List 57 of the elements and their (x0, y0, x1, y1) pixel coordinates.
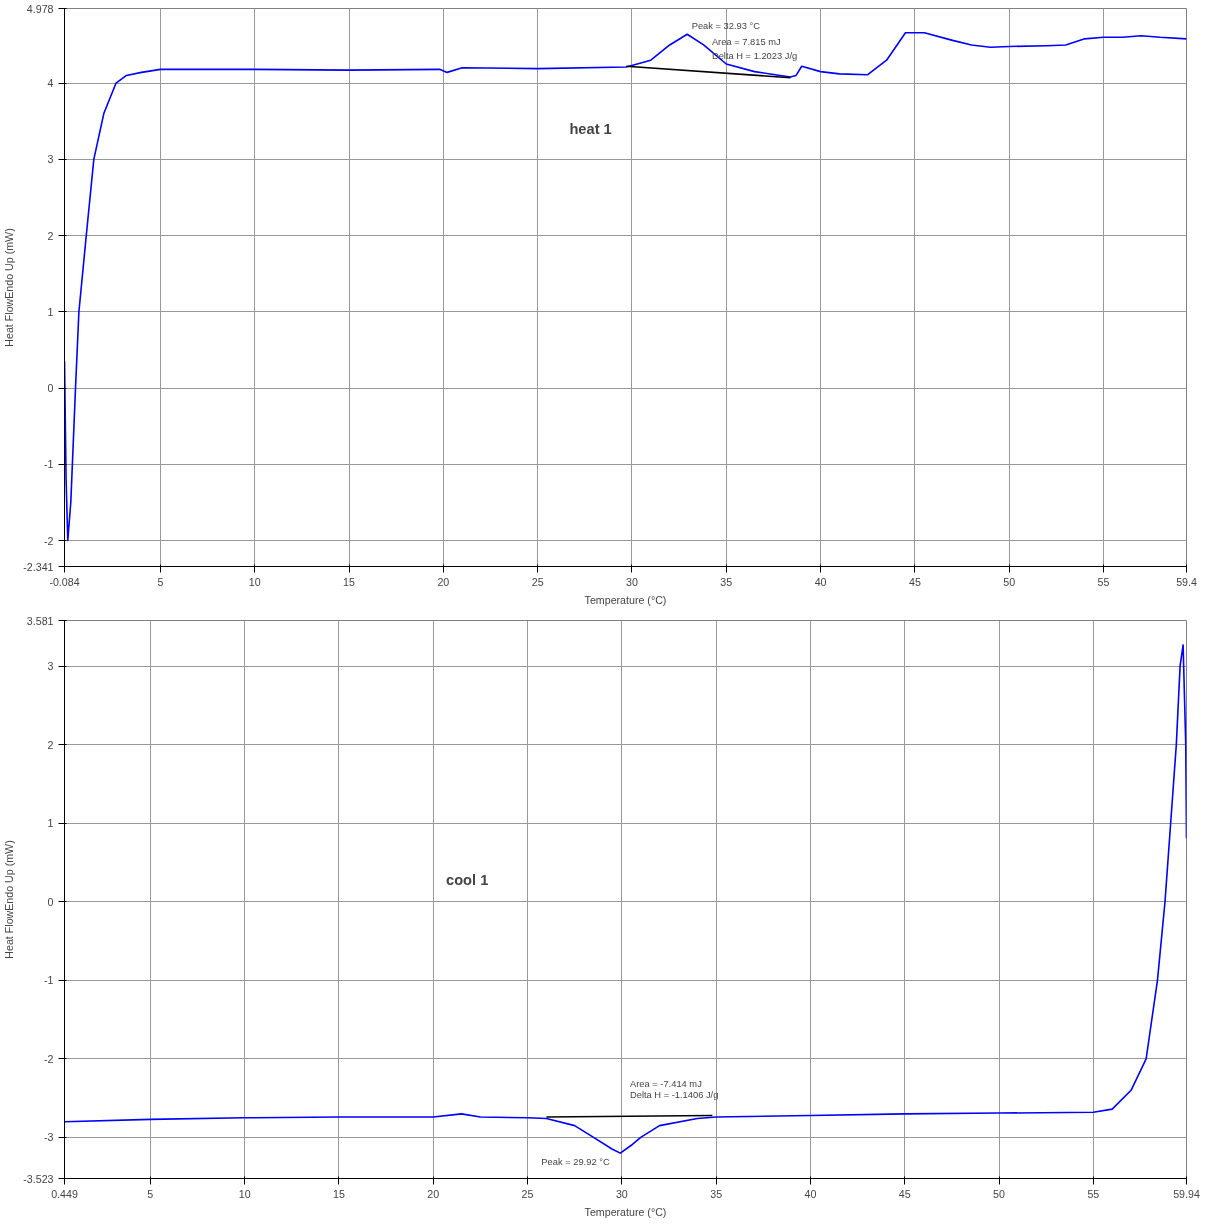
x-tick-label: 40 (804, 1187, 817, 1200)
x-tick-label: 10 (248, 575, 261, 588)
y-tick-label: -2 (44, 1052, 54, 1065)
x-tick-label: 35 (710, 1187, 723, 1200)
y-tick-label: 1 (47, 305, 54, 318)
x-tick-label: 50 (993, 1187, 1006, 1200)
x-tick-label: 30 (626, 575, 638, 588)
y-tick-label: 4 (47, 77, 54, 90)
x-tick-label: 45 (898, 1187, 911, 1200)
annotation: Peak = 32.93 °C (691, 21, 761, 32)
y-axis-title: Heat FlowEndo Up (mW) (3, 840, 16, 959)
y-tick-label: 4.978 (26, 2, 54, 15)
x-axis-title: Temperature (°C) (584, 593, 667, 606)
x-tick-label: -0.084 (49, 575, 80, 588)
x-tick-label: 55 (1097, 575, 1110, 588)
y-tick-label: -1 (44, 974, 54, 987)
x-tick-label: 59.94 (1173, 1187, 1200, 1200)
x-tick-label: 50 (1003, 575, 1016, 588)
line-series (64, 31, 1187, 542)
y-tick-label: 1 (47, 817, 54, 830)
x-tick-label: 30 (615, 1187, 628, 1200)
y-tick-label: 3.581 (26, 614, 54, 627)
annotation: Area = -7.414 mJ (629, 1078, 702, 1089)
y-tick-label: 0 (47, 382, 54, 395)
x-tick-label: 40 (814, 575, 827, 588)
x-tick-label: 35 (720, 575, 733, 588)
x-tick-label: 0.449 (51, 1187, 78, 1200)
x-tick-label: 25 (531, 575, 544, 588)
x-axis-title: Temperature (°C) (584, 1205, 667, 1218)
text: cool 1 (445, 872, 489, 889)
y-tick-label: 3 (47, 153, 54, 166)
annotation: Area = 7.815 mJ (711, 36, 781, 47)
y-tick-label: -3.523 (23, 1172, 54, 1185)
x-tick-label: 20 (427, 1187, 440, 1200)
x-tick-label: 5 (147, 1187, 154, 1200)
y-tick-label: -2.341 (23, 560, 54, 573)
x-tick-label: 20 (437, 575, 450, 588)
y-tick-label: 0 (47, 895, 54, 908)
y-tick-label: 3 (47, 660, 54, 673)
x-tick-label: 15 (343, 575, 356, 588)
x-tick-label: 15 (333, 1187, 345, 1200)
x-tick-label: 59.4 (1176, 575, 1197, 588)
annotation: Peak = 29.92 °C (541, 1156, 610, 1167)
annotation: Delta H = -1.1406 J/g (629, 1089, 719, 1100)
y-tick-label: -2 (44, 534, 54, 547)
y-tick-label: 2 (47, 738, 54, 751)
y-tick-label: -1 (44, 458, 54, 471)
x-tick-label: 5 (157, 575, 164, 588)
y-tick-label: -3 (44, 1131, 54, 1144)
text: heat 1 (569, 120, 612, 137)
y-axis-title: Heat FlowEndo Up (mW) (3, 228, 16, 347)
line-series (64, 644, 1187, 1154)
x-tick-label: 55 (1087, 1187, 1100, 1200)
x-tick-label: 45 (908, 575, 921, 588)
y-tick-label: 2 (47, 229, 54, 242)
x-tick-label: 25 (521, 1187, 534, 1200)
x-tick-label: 10 (238, 1187, 251, 1200)
